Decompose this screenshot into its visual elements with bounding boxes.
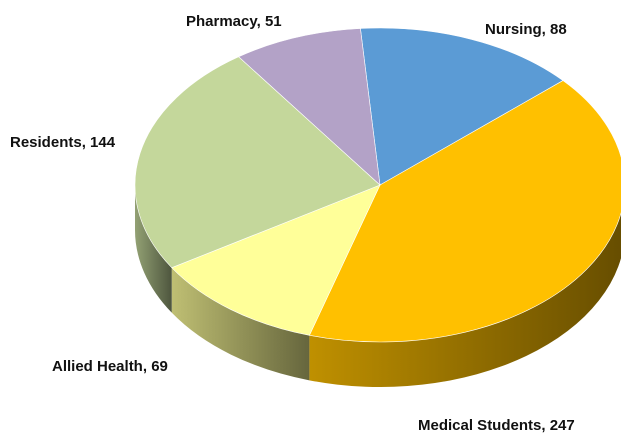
slice bbox=[171, 184, 381, 336]
label-separator: , bbox=[541, 417, 549, 434]
value-label: 144 bbox=[90, 134, 116, 151]
data-labels: Nursing, 88 Medical Students, 247 Allied H… bbox=[10, 13, 575, 434]
slice-side bbox=[309, 212, 621, 387]
label-separator: , bbox=[82, 134, 90, 151]
slice bbox=[308, 80, 621, 343]
slice-side bbox=[135, 185, 172, 313]
slice bbox=[238, 28, 381, 186]
label-separator: , bbox=[257, 13, 265, 30]
slice bbox=[134, 56, 381, 269]
category-label: Medical Students bbox=[418, 417, 541, 434]
pie-tops bbox=[134, 27, 621, 343]
data-label: Allied Health, 69 bbox=[52, 358, 168, 375]
data-label: Residents, 144 bbox=[10, 134, 116, 151]
category-label: Allied Health bbox=[52, 358, 143, 375]
value-label: 69 bbox=[151, 358, 168, 375]
data-label: Nursing, 88 bbox=[485, 21, 567, 38]
value-label: 88 bbox=[550, 21, 567, 38]
data-label: Medical Students, 247 bbox=[418, 417, 575, 434]
slice bbox=[360, 27, 564, 186]
label-separator: , bbox=[542, 21, 550, 38]
category-label: Pharmacy bbox=[186, 13, 258, 30]
category-label: Nursing bbox=[485, 21, 542, 38]
value-label: 51 bbox=[265, 13, 282, 30]
value-label: 247 bbox=[550, 417, 575, 434]
data-label: Pharmacy, 51 bbox=[186, 13, 282, 30]
category-label: Residents bbox=[10, 134, 82, 151]
label-separator: , bbox=[143, 358, 151, 375]
